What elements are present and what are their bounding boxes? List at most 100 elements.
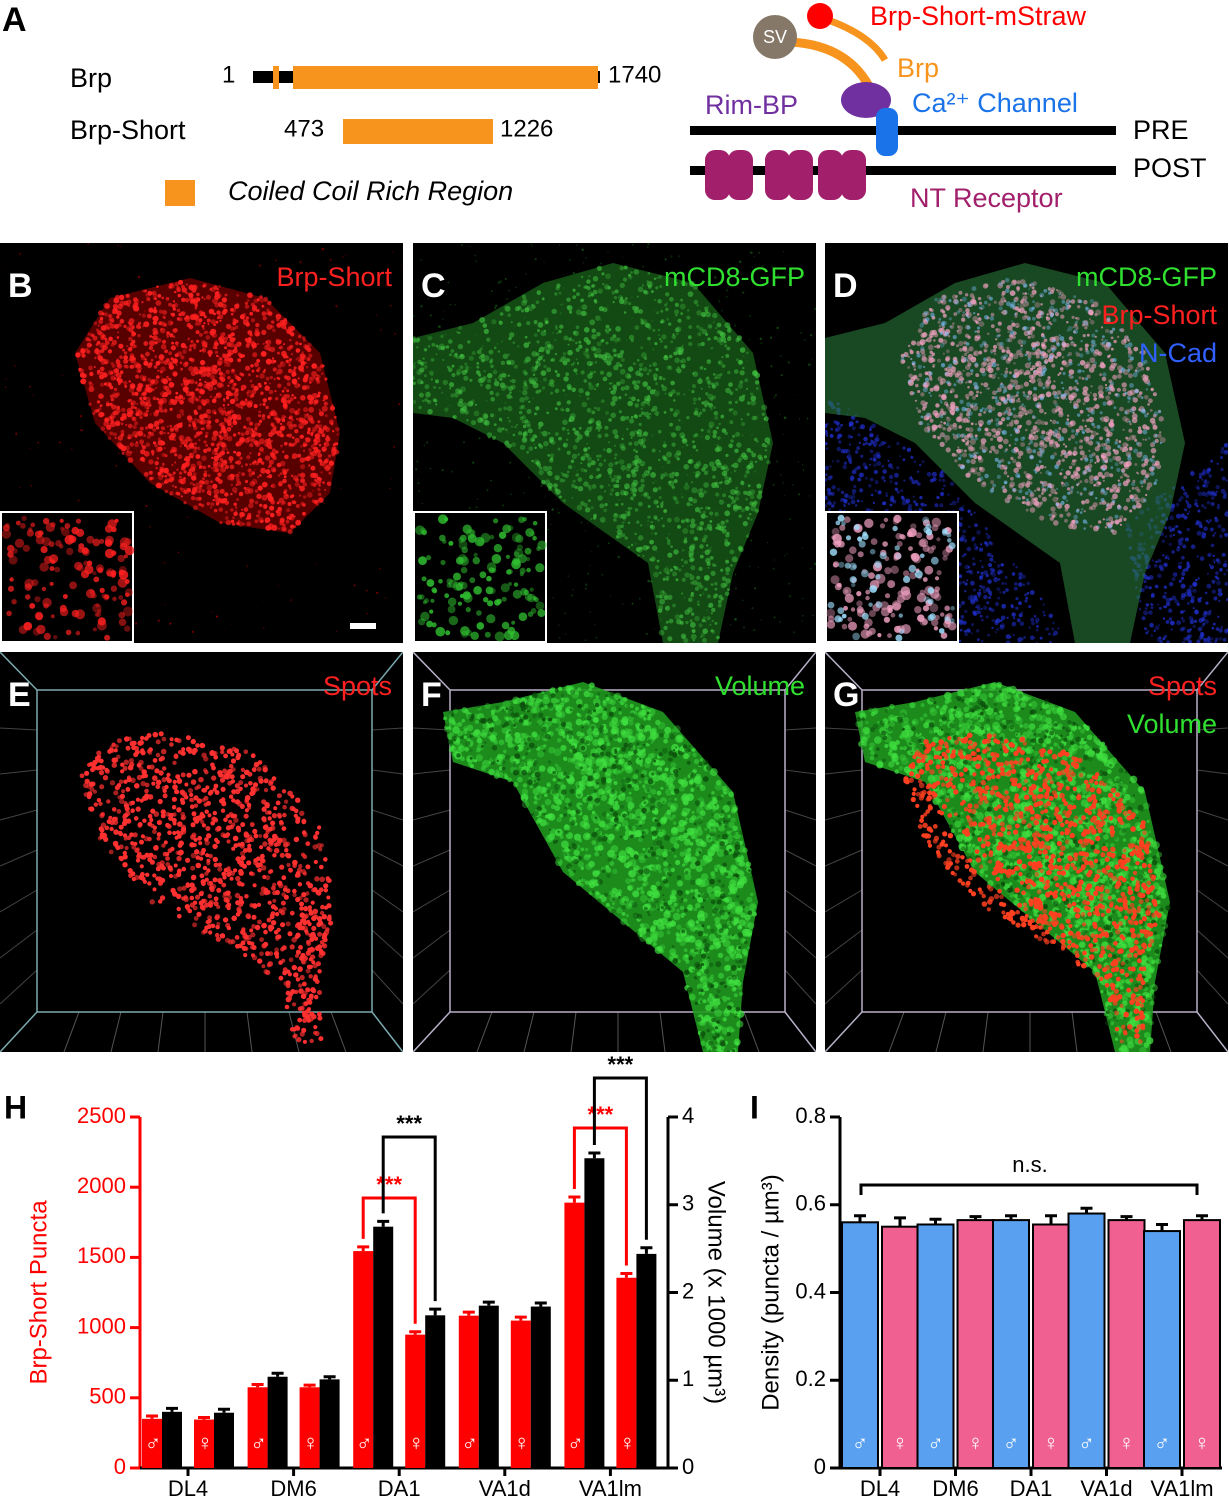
texture [533, 366, 538, 371]
texture [310, 465, 316, 471]
texture [836, 459, 840, 463]
texture [592, 347, 596, 351]
texture [728, 400, 732, 405]
texture [587, 456, 592, 462]
texture [112, 392, 118, 398]
texture [312, 447, 315, 450]
texture [587, 522, 589, 524]
texture [836, 446, 841, 452]
texture [587, 373, 593, 379]
texture [652, 545, 658, 551]
texture [543, 317, 549, 323]
texture [624, 536, 628, 540]
texture [341, 255, 344, 258]
texture [602, 376, 608, 382]
texture [36, 624, 46, 635]
texture [188, 337, 191, 340]
texture [756, 440, 759, 443]
texture [507, 374, 510, 377]
texture [554, 487, 558, 492]
texture [595, 347, 602, 354]
texture [160, 344, 167, 350]
texture [585, 453, 590, 458]
texture [697, 332, 702, 337]
texture [869, 426, 873, 430]
texture [299, 485, 305, 492]
texture [709, 425, 713, 429]
texture [178, 471, 183, 475]
texture [714, 593, 719, 597]
texture [213, 312, 216, 316]
texture [656, 505, 660, 508]
texture [636, 520, 640, 524]
texture [238, 439, 244, 445]
texture [118, 618, 127, 627]
texture [279, 460, 286, 467]
texture [176, 317, 181, 321]
coil-region [293, 66, 598, 89]
texture [318, 459, 323, 463]
texture [75, 352, 81, 358]
texture [740, 481, 745, 486]
texture [620, 357, 625, 362]
texture [129, 442, 134, 447]
texture [211, 370, 217, 375]
texture [735, 358, 739, 362]
texture [1048, 632, 1051, 636]
texture [106, 305, 110, 309]
texture [809, 334, 813, 337]
texture [528, 446, 534, 452]
texture [96, 370, 101, 375]
texture [825, 495, 828, 501]
texture [230, 474, 233, 477]
texture [125, 423, 128, 427]
texture [470, 399, 475, 404]
texture [715, 373, 721, 380]
texture [665, 292, 670, 297]
texture [220, 427, 227, 433]
texture [664, 258, 667, 261]
texture [688, 553, 694, 559]
texture [896, 490, 900, 494]
texture [163, 447, 166, 450]
texture [302, 377, 308, 383]
texture [267, 300, 272, 306]
texture [718, 481, 722, 485]
legend-swatch [165, 180, 195, 206]
texture [696, 525, 702, 531]
texture [616, 475, 622, 480]
inset-content [415, 514, 547, 642]
texture [239, 372, 243, 376]
texture [961, 508, 965, 512]
texture [206, 423, 211, 428]
texture [695, 473, 699, 478]
texture [282, 478, 287, 484]
texture [311, 499, 316, 503]
texture [237, 358, 242, 363]
texture [329, 405, 336, 411]
texture [177, 422, 183, 428]
texture [150, 358, 154, 362]
texture [638, 597, 641, 600]
texture [653, 499, 659, 505]
texture [492, 369, 498, 375]
texture [223, 398, 226, 401]
texture [689, 573, 692, 576]
texture [100, 325, 107, 331]
texture [123, 606, 133, 617]
texture [231, 487, 238, 493]
texture [469, 577, 476, 584]
texture [206, 424, 212, 430]
texture [451, 372, 456, 378]
texture [718, 301, 721, 303]
texture [654, 410, 660, 416]
texture [759, 456, 764, 461]
texture [295, 519, 302, 526]
texture [994, 619, 999, 624]
texture [593, 387, 597, 391]
texture [703, 470, 709, 476]
texture [266, 359, 271, 363]
texture [931, 471, 937, 477]
texture [650, 290, 654, 294]
texture [74, 561, 83, 571]
